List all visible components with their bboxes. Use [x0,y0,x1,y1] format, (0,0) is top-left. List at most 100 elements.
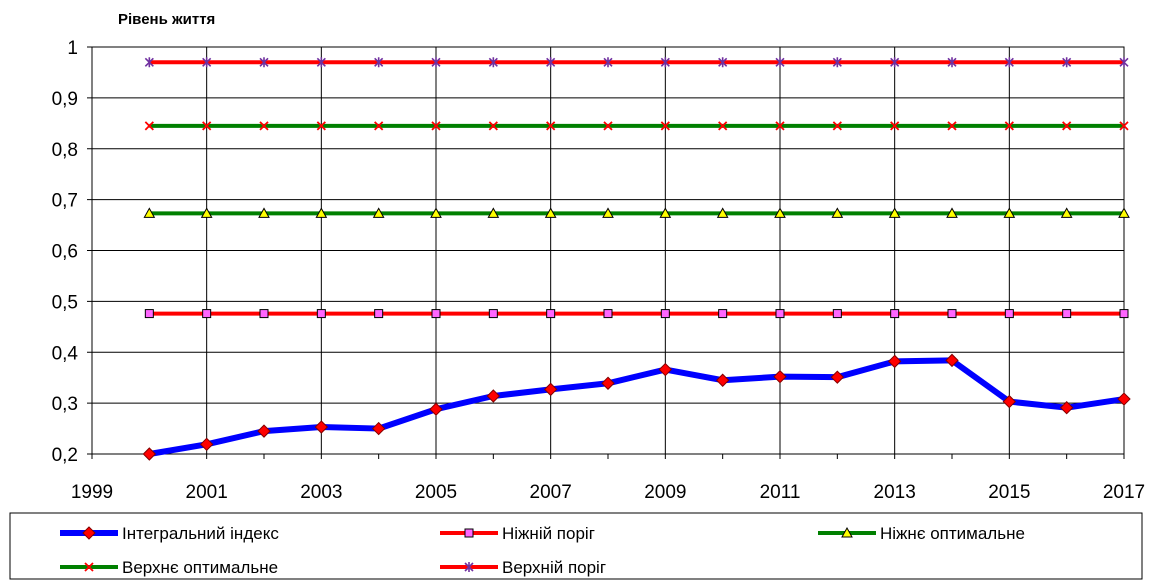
axes: 0,2 0,3 0,4 0,5 0,6 0,7 0,8 0,9 1 1999 2001 2003 200… [52,38,1146,503]
data-point [431,309,441,319]
data-point [890,121,900,131]
grid [91,46,1125,455]
data-point [1119,309,1129,319]
data-point [316,121,326,131]
data-point [830,370,845,384]
data-point [546,57,556,68]
x-tick-label: 2003 [300,482,342,503]
data-point [773,369,787,384]
data-point [431,57,441,68]
data-point [947,57,957,68]
plot-frame [91,46,1125,455]
x-tick-label: 2009 [644,482,686,503]
legend[interactable]: Інтегральний індекс Ніжній поріг Ніжнє опт… [9,512,1143,580]
data-point [659,207,672,218]
data-point [431,121,441,131]
data-point [890,57,900,68]
data-point [658,362,673,377]
data-point [316,57,326,68]
legend-marker [841,526,853,538]
data-point [544,207,557,218]
data-point [603,57,613,68]
legend-label: Ніжнє оптимальне [880,524,1025,543]
y-tick-label: 1 [67,38,78,59]
data-point [775,57,785,68]
data-point [372,207,385,218]
data-point [888,207,901,218]
data-point [1118,207,1130,218]
data-point [775,309,785,319]
data-point [1062,309,1072,319]
series-2 [144,309,1129,319]
data-point [374,121,384,131]
legend-marker [464,562,474,572]
legend-item[interactable]: Інтегральний індекс [60,524,279,543]
data-point [946,207,958,218]
legend-item[interactable]: Верхній поріг [440,558,606,577]
legend-label: Верхнє оптимальне [122,558,278,577]
data-point [947,121,957,131]
data-point [831,207,844,218]
series-layer [142,57,1131,461]
x-tick-label: 1999 [71,482,113,503]
data-point [543,382,558,397]
series-4 [144,121,1129,131]
data-point [199,437,214,452]
y-tick-label: 0,4 [52,343,79,364]
data-point [716,207,729,218]
data-point [488,121,498,131]
data-point [945,353,959,368]
data-point [200,207,213,218]
y-tick-label: 0,2 [52,445,78,466]
data-point [546,309,556,319]
data-point [660,57,670,68]
data-point [430,207,442,218]
data-point [947,309,957,319]
x-tick-label: 2001 [186,482,228,503]
data-point [142,447,157,461]
data-point [887,354,902,369]
data-point [1002,394,1017,409]
data-point [1117,392,1131,406]
y-tick-label: 0,5 [52,292,78,313]
data-point [487,207,500,218]
legend-box [9,512,1143,580]
data-point [144,121,154,131]
data-point [1060,207,1073,218]
data-point [1119,57,1129,68]
data-point [314,420,329,434]
legend-label: Ніжній поріг [502,524,595,543]
data-point [316,309,326,319]
data-point [486,389,501,403]
data-point [718,121,728,131]
data-point [1004,57,1014,68]
data-point [775,121,785,131]
y-tick-label: 0,9 [52,89,78,110]
data-point [660,121,670,131]
data-point [257,424,271,438]
y-tick-label: 0,3 [52,394,78,415]
data-point [832,309,842,319]
series-line [148,357,1125,457]
data-point [603,121,613,131]
data-point [1062,57,1072,68]
data-point [1004,309,1014,319]
x-tick-label: 2011 [760,482,801,503]
data-point [601,376,615,390]
data-point [546,121,556,131]
legend-label: Верхній поріг [502,558,606,577]
data-point [1004,121,1014,131]
data-point [374,57,384,68]
legend-item[interactable]: Ніжнє оптимальне [818,524,1025,543]
legend-item[interactable]: Ніжній поріг [440,524,595,543]
legend-item[interactable]: Верхнє оптимальне [60,558,278,577]
data-point [1059,400,1074,415]
legend-marker [464,528,474,538]
data-point [715,373,730,387]
series-5 [144,57,1129,68]
data-point [144,309,154,319]
data-point [202,309,212,319]
y-tick-label: 0,8 [52,140,78,161]
data-point [488,57,498,68]
